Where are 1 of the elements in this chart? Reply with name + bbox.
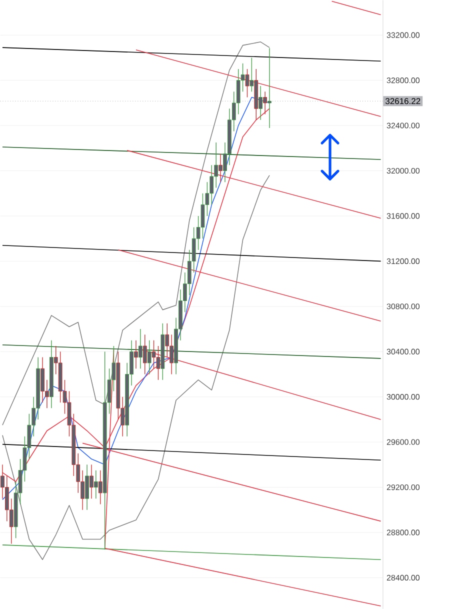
ref-line-label: 32616.22	[386, 98, 420, 104]
